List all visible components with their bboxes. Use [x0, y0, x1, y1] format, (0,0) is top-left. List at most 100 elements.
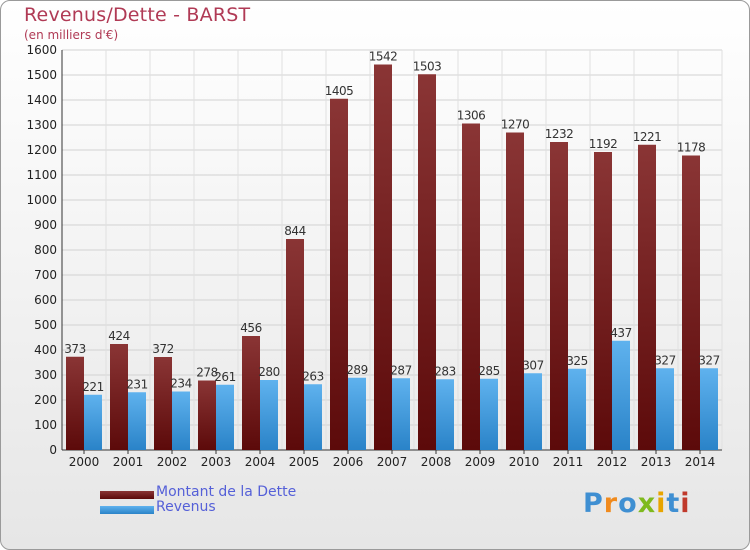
- bar-dette: [550, 142, 568, 450]
- logo-letter: i: [680, 488, 691, 519]
- data-label-revenus: 280: [258, 365, 279, 379]
- bar-revenus: [260, 380, 278, 450]
- x-tick-label: 2003: [201, 455, 232, 469]
- data-label-dette: 456: [240, 321, 261, 335]
- data-label-dette: 1503: [413, 59, 442, 73]
- bar-dette: [154, 357, 172, 450]
- data-label-revenus: 327: [654, 353, 675, 367]
- data-label-revenus: 325: [566, 354, 587, 368]
- bar-dette: [638, 144, 656, 450]
- y-tick-label: 400: [34, 343, 57, 357]
- x-tick-label: 2002: [157, 455, 188, 469]
- data-label-dette: 373: [64, 342, 85, 356]
- data-label-revenus: 283: [434, 364, 455, 378]
- bar-revenus: [304, 384, 322, 450]
- data-label-dette: 372: [152, 342, 173, 356]
- x-tick-label: 2008: [421, 455, 452, 469]
- x-tick-label: 2001: [113, 455, 144, 469]
- data-label-revenus: 327: [698, 353, 719, 367]
- x-tick-label: 2004: [245, 455, 276, 469]
- data-label-revenus: 261: [214, 370, 235, 384]
- bar-revenus: [348, 377, 366, 450]
- y-tick-label: 800: [34, 243, 57, 257]
- logo-letter: t: [666, 488, 681, 519]
- bar-revenus: [700, 368, 718, 450]
- legend-swatch-revenus: [100, 506, 154, 514]
- x-tick-label: 2011: [553, 455, 584, 469]
- y-tick-label: 600: [34, 293, 57, 307]
- bar-dette: [110, 344, 128, 450]
- y-tick-label: 700: [34, 268, 57, 282]
- data-label-dette: 1306: [457, 109, 486, 123]
- bar-revenus: [84, 394, 102, 450]
- legend-swatch-dette: [100, 491, 154, 499]
- y-tick-label: 1100: [26, 168, 57, 182]
- x-tick-label: 2009: [465, 455, 496, 469]
- data-label-revenus: 289: [346, 363, 367, 377]
- data-label-dette: 1221: [633, 130, 662, 144]
- bar-dette: [418, 74, 436, 450]
- legend-label-revenus: Revenus: [156, 499, 216, 515]
- data-label-dette: 1405: [325, 84, 354, 98]
- logo-letter: P: [583, 488, 604, 519]
- proxiti-logo: Proxiti: [583, 488, 691, 519]
- bar-revenus: [612, 340, 630, 450]
- bar-revenus: [392, 378, 410, 450]
- data-label-dette: 278: [196, 366, 217, 380]
- x-tick-label: 2005: [289, 455, 320, 469]
- x-tick-label: 2013: [641, 455, 672, 469]
- bar-revenus: [524, 373, 542, 450]
- x-tick-label: 2000: [69, 455, 100, 469]
- x-tick-label: 2012: [597, 455, 628, 469]
- axes: 0 100 200 300 400 500 600 700 800 900 1000 1100 1200…: [26, 43, 722, 469]
- data-label-dette: 1192: [589, 137, 618, 151]
- bar-revenus: [172, 391, 190, 450]
- logo-letter: i: [656, 488, 667, 519]
- logo-letter: r: [603, 488, 619, 519]
- bar-dette: [682, 155, 700, 450]
- y-tick-label: 1600: [26, 43, 57, 57]
- bar-dette: [594, 152, 612, 450]
- data-label-revenus: 285: [478, 364, 499, 378]
- bar-dette: [374, 64, 392, 450]
- x-tick-label: 2007: [377, 455, 408, 469]
- bar-revenus: [216, 384, 234, 450]
- y-tick-label: 500: [34, 318, 57, 332]
- bars: [66, 64, 718, 450]
- data-label-revenus: 234: [170, 377, 191, 391]
- data-label-dette: 424: [108, 329, 129, 343]
- bar-dette: [506, 132, 524, 450]
- y-tick-label: 200: [34, 393, 57, 407]
- bar-revenus: [436, 379, 454, 450]
- bar-dette: [286, 239, 304, 450]
- y-tick-label: 900: [34, 218, 57, 232]
- data-label-revenus: 307: [522, 358, 543, 372]
- data-label-dette: 844: [284, 224, 305, 238]
- data-label-revenus: 287: [390, 363, 411, 377]
- x-tick-label: 2006: [333, 455, 364, 469]
- data-label-revenus: 263: [302, 369, 323, 383]
- bar-revenus: [480, 378, 498, 450]
- data-label-dette: 1232: [545, 127, 574, 141]
- data-label-dette: 1178: [677, 141, 706, 155]
- chart-subtitle: (en milliers d'€): [24, 28, 119, 42]
- bar-dette: [66, 356, 84, 450]
- y-tick-label: 1300: [26, 118, 57, 132]
- data-label-dette: 1542: [369, 50, 398, 64]
- bar-revenus: [128, 392, 146, 450]
- x-tick-label: 2010: [509, 455, 540, 469]
- bar-dette: [242, 336, 260, 450]
- logo-letter: o: [618, 488, 638, 519]
- data-label-revenus: 221: [82, 380, 103, 394]
- data-label-revenus: 231: [126, 377, 147, 391]
- bar-revenus: [656, 368, 674, 450]
- bar-dette: [198, 380, 216, 450]
- y-tick-label: 100: [34, 418, 57, 432]
- bar-revenus: [568, 368, 586, 450]
- bar-dette: [462, 123, 480, 450]
- data-label-dette: 1270: [501, 118, 530, 132]
- y-tick-label: 300: [34, 368, 57, 382]
- y-tick-label: 1200: [26, 143, 57, 157]
